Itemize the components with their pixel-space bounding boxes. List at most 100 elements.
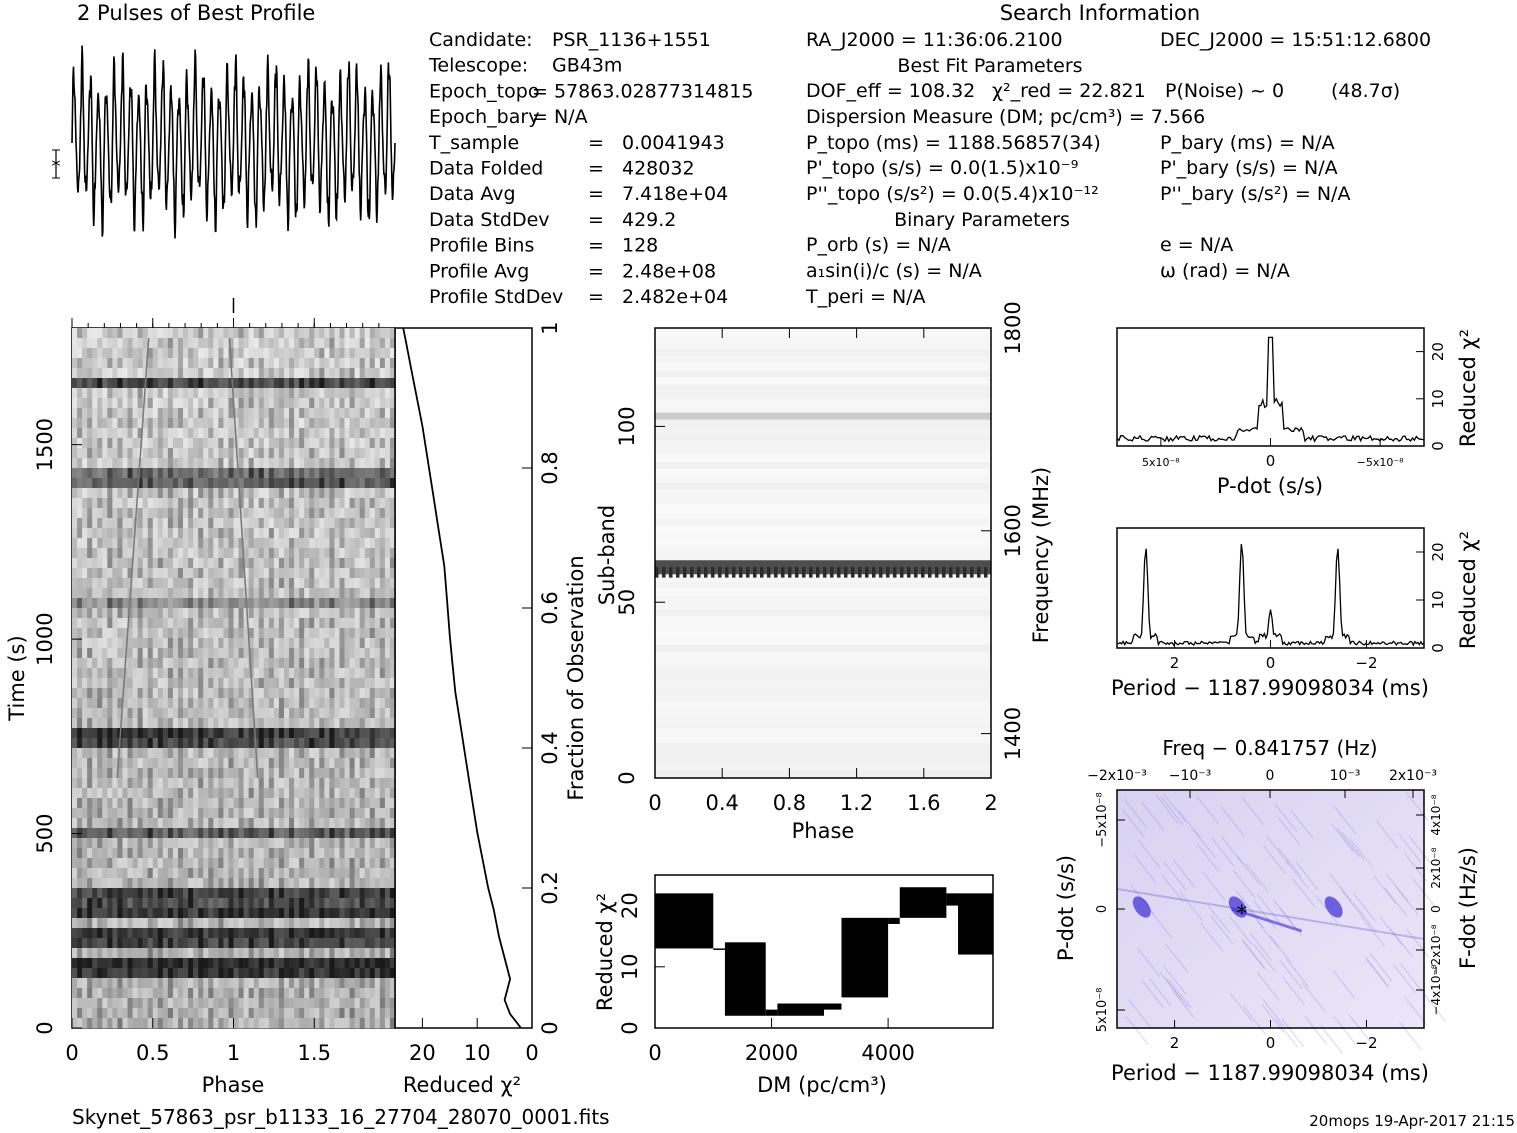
heatmap-cell	[188, 928, 194, 939]
heatmap-cell	[304, 998, 310, 1009]
heatmap-cell	[92, 328, 98, 339]
subband-stripe	[914, 567, 918, 578]
heatmap-cell	[278, 998, 285, 1009]
heatmap-cell	[112, 948, 118, 959]
heatmap-cell	[248, 598, 254, 609]
heatmap-cell	[344, 368, 350, 379]
heatmap-cell	[339, 1008, 345, 1019]
heatmap-cell	[77, 1008, 83, 1019]
heatmap-cell	[329, 568, 335, 579]
info-label: Data Avg	[429, 183, 516, 205]
heatmap-cell	[314, 438, 320, 449]
subband-row	[655, 665, 991, 673]
heatmap-cell	[283, 958, 290, 969]
heatmap-cell	[137, 388, 143, 399]
heatmap-cell	[268, 518, 275, 529]
heatmap-cell	[193, 778, 199, 789]
heatmap-cell	[193, 368, 199, 379]
heatmap-cell	[364, 818, 371, 829]
heatmap-cell	[157, 698, 164, 709]
x-tick-label: 0	[648, 1041, 661, 1065]
heatmap-cell	[172, 408, 179, 419]
subband-row	[655, 700, 991, 708]
heatmap-cell	[233, 718, 239, 729]
heatmap-cell	[314, 888, 320, 899]
heatmap-cell	[152, 948, 159, 959]
heatmap-cell	[77, 958, 83, 969]
heatmap-cell	[243, 868, 249, 879]
heatmap-cell	[92, 1018, 98, 1029]
heatmap-cell	[314, 418, 320, 429]
heatmap-cell	[238, 908, 244, 919]
heatmap-cell	[188, 568, 194, 579]
heatmap-cell	[213, 508, 219, 519]
heatmap-cell	[203, 838, 209, 849]
heatmap-cell	[314, 758, 320, 769]
heatmap-cell	[132, 378, 138, 389]
heatmap-cell	[374, 378, 381, 389]
heatmap-cell	[82, 888, 88, 899]
heatmap-cell	[198, 798, 204, 809]
heatmap-cell	[223, 398, 229, 409]
heatmap-cell	[248, 698, 254, 709]
heatmap-cell	[92, 938, 98, 949]
heatmap-cell	[188, 1008, 194, 1019]
heatmap-cell	[309, 558, 315, 569]
heatmap-cell	[122, 958, 128, 969]
heatmap-cell	[157, 1018, 164, 1029]
subband-heatmap	[655, 328, 991, 779]
heatmap-cell	[344, 688, 350, 699]
heatmap-cell	[92, 648, 98, 659]
heatmap-cell	[233, 678, 239, 689]
heatmap-cell	[379, 958, 386, 969]
info-value: GB43m	[552, 55, 622, 77]
heatmap-cell	[379, 848, 386, 859]
heatmap-cell	[339, 878, 345, 889]
heatmap-cell	[132, 478, 138, 489]
heatmap-cell	[177, 418, 184, 429]
subband-row	[655, 468, 991, 476]
heatmap-cell	[374, 368, 381, 379]
heatmap-cell	[72, 668, 78, 679]
heatmap-cell	[268, 928, 275, 939]
heatmap-cell	[289, 618, 295, 629]
heatmap-cell	[72, 448, 78, 459]
heatmap-cell	[203, 328, 209, 339]
heatmap-cell	[92, 908, 98, 919]
heatmap-cell	[157, 808, 164, 819]
heatmap-cell	[127, 758, 133, 769]
heatmap-cell	[208, 328, 214, 339]
heatmap-cell	[218, 608, 224, 619]
heatmap-cell	[334, 988, 340, 999]
heatmap-cell	[97, 428, 103, 439]
heatmap-cell	[198, 618, 204, 629]
heatmap-cell	[203, 598, 209, 609]
heatmap-cell	[243, 548, 249, 559]
heatmap-cell	[132, 878, 138, 889]
heatmap-cell	[289, 338, 295, 349]
heatmap-cell	[132, 468, 138, 479]
heatmap-cell	[248, 958, 254, 969]
heatmap-cell	[253, 558, 260, 569]
heatmap-cell	[107, 818, 113, 829]
heatmap-cell	[283, 758, 290, 769]
heatmap-cell	[127, 578, 133, 589]
heatmap-cell	[238, 428, 244, 439]
heatmap-cell	[319, 438, 325, 449]
heatmap-cell	[122, 478, 128, 489]
heatmap-cell	[238, 598, 244, 609]
heatmap-cell	[72, 438, 78, 449]
heatmap-cell	[248, 578, 254, 589]
heatmap-cell	[324, 948, 330, 959]
texture-stroke	[1384, 887, 1408, 917]
heatmap-cell	[193, 408, 199, 419]
heatmap-cell	[177, 618, 184, 629]
heatmap-cell	[102, 568, 108, 579]
chi2-value: χ²_red = 22.821	[992, 80, 1146, 102]
heatmap-cell	[299, 928, 305, 939]
heatmap-cell	[112, 848, 118, 859]
heatmap-cell	[132, 678, 138, 689]
heatmap-cell	[208, 688, 214, 699]
heatmap-cell	[142, 808, 149, 819]
heatmap-cell	[162, 678, 169, 689]
